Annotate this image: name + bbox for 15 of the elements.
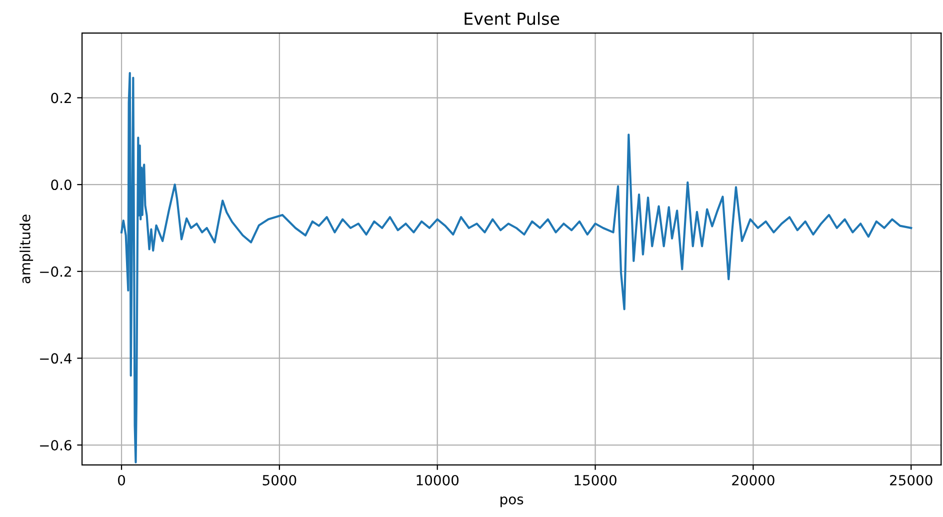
line-series	[120, 72, 912, 464]
x-tick-label: 15000	[574, 474, 616, 486]
x-tick-label: 0	[118, 474, 126, 486]
y-tick-label: −0.4	[40, 353, 72, 364]
y-tick-label: 0.2	[51, 92, 71, 104]
y-tick-label: −0.6	[40, 440, 72, 450]
chart-title: Event Pulse	[464, 12, 560, 25]
y-axis-title: amplitude	[20, 214, 34, 284]
x-tick-label: 25000	[890, 474, 932, 486]
x-tick-label: 20000	[732, 474, 774, 486]
x-tick-label: 10000	[416, 474, 459, 486]
x-tick-label: 5000	[262, 474, 296, 486]
y-tick-label: 0.0	[51, 180, 72, 190]
x-axis-title: pos	[500, 496, 524, 508]
y-tick-label: −0.2	[40, 266, 71, 277]
